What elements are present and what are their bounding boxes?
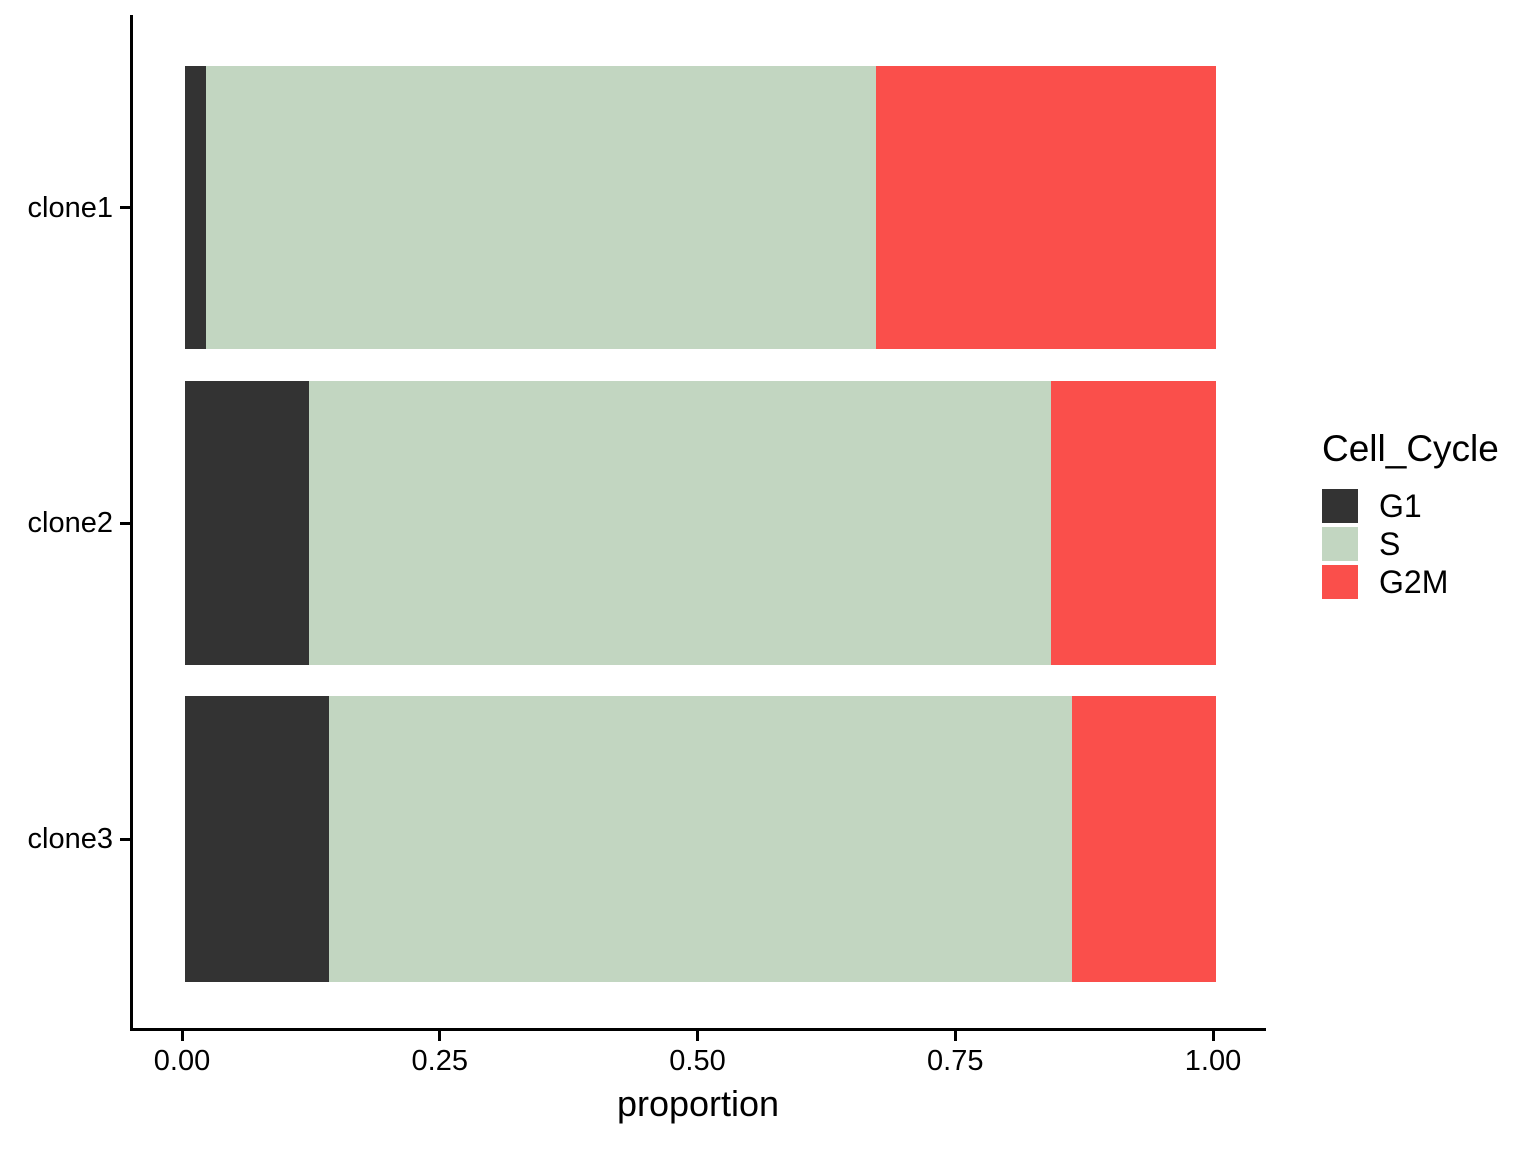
legend-label: G2M	[1379, 564, 1449, 600]
x-tick-mark	[438, 1031, 442, 1041]
plot-panel	[130, 15, 1266, 1031]
x-tick-label: 0.00	[153, 1045, 211, 1077]
bar-segment-g2m-clone3	[1071, 696, 1216, 982]
y-tick-mark	[120, 837, 130, 841]
x-axis-title: proportion	[616, 1083, 780, 1124]
legend-title: Cell_Cycle	[1322, 428, 1499, 469]
x-tick-label: 0.50	[669, 1045, 726, 1077]
x-tick-mark	[1211, 1031, 1215, 1041]
bar-segment-g1-clone1	[185, 66, 206, 349]
bar-segment-s-clone3	[329, 696, 1072, 982]
x-tick-mark	[180, 1031, 184, 1041]
legend-swatch-g1	[1322, 489, 1358, 523]
y-tick-mark	[120, 206, 130, 209]
y-tick-mark	[120, 521, 130, 525]
y-tick-label-clone3: clone3	[27, 823, 113, 855]
x-tick-mark	[696, 1031, 699, 1041]
bar-segment-g1-clone3	[185, 696, 330, 982]
bar-segment-g2m-clone1	[875, 66, 1216, 349]
x-tick-label: 0.75	[927, 1045, 984, 1077]
y-tick-label-clone1: clone1	[27, 191, 113, 224]
bar-row-clone3	[185, 696, 1216, 982]
bar-segment-g2m-clone2	[1051, 381, 1216, 665]
x-tick-label: 0.25	[411, 1045, 468, 1077]
x-tick-label: 1.00	[1184, 1045, 1242, 1077]
legend-items: G1 S G2M	[1322, 489, 1499, 599]
bar-segment-s-clone2	[308, 381, 1052, 665]
legend-label: G1	[1379, 488, 1422, 524]
bar-segment-g1-clone2	[185, 381, 309, 665]
legend-item-g2m: G2M	[1322, 565, 1499, 599]
x-tick-mark	[953, 1031, 957, 1041]
legend-label: S	[1379, 526, 1401, 562]
legend-item-s: S	[1322, 527, 1499, 561]
y-tick-label-clone2: clone2	[27, 507, 113, 539]
bar-segment-s-clone1	[205, 66, 876, 349]
legend: Cell_Cycle G1 S G2M	[1322, 427, 1499, 603]
legend-swatch-s	[1322, 527, 1358, 561]
legend-swatch-g2m	[1322, 565, 1358, 599]
bar-row-clone2	[185, 381, 1216, 665]
bar-row-clone1	[185, 66, 1216, 349]
legend-item-g1: G1	[1322, 489, 1499, 523]
